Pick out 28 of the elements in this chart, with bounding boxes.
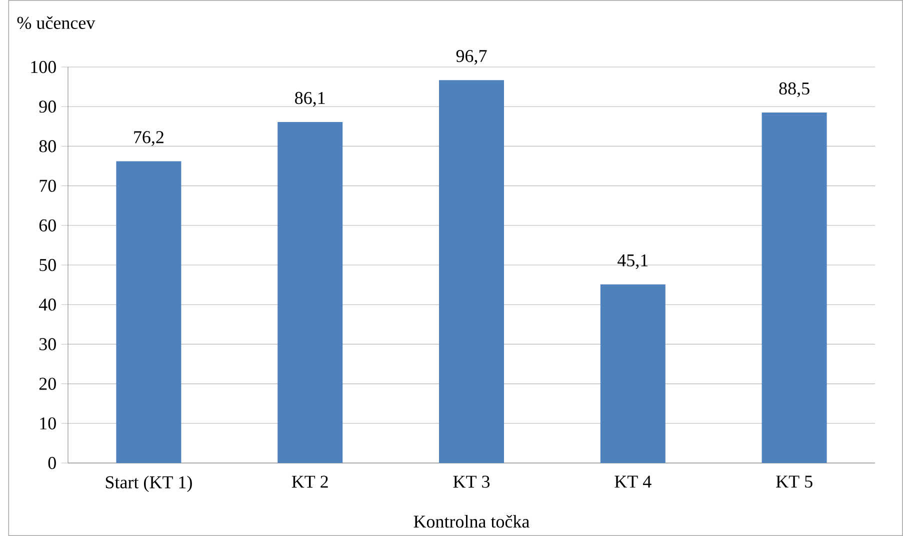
y-tick-label: 0 [48,456,56,470]
bar [762,112,827,463]
y-tick-label: 20 [39,378,56,390]
y-tick-label: 30 [39,338,56,350]
data-label: 88,5 [779,82,810,98]
x-tick-label: KT 5 [776,476,812,488]
x-axis-title: Kontrolna točka [414,514,530,528]
y-tick-label: 10 [40,417,56,430]
bar [278,122,343,463]
bar [600,284,666,463]
y-tick-label: 40 [38,298,56,311]
data-label: 86,1 [295,92,325,107]
bar [439,80,504,463]
y-tick-label: 80 [39,140,56,152]
x-tick-label: KT 3 [453,476,490,488]
data-label: 76,2 [134,131,164,146]
y-axis-title: % učencev [17,16,96,30]
y-tick-label: 70 [40,180,56,192]
y-tick-label: 90 [39,100,56,113]
data-label: 96,7 [456,50,487,65]
data-label: 45,1 [618,254,648,270]
bar [116,161,182,463]
y-tick-label: 100 [31,60,56,74]
x-tick-label: KT 2 [292,476,328,488]
x-tick-label: KT 4 [614,476,652,488]
y-tick-label: 50 [40,258,56,272]
x-tick-label: Start (KT 1) [106,476,192,492]
y-tick-label: 60 [39,219,56,232]
